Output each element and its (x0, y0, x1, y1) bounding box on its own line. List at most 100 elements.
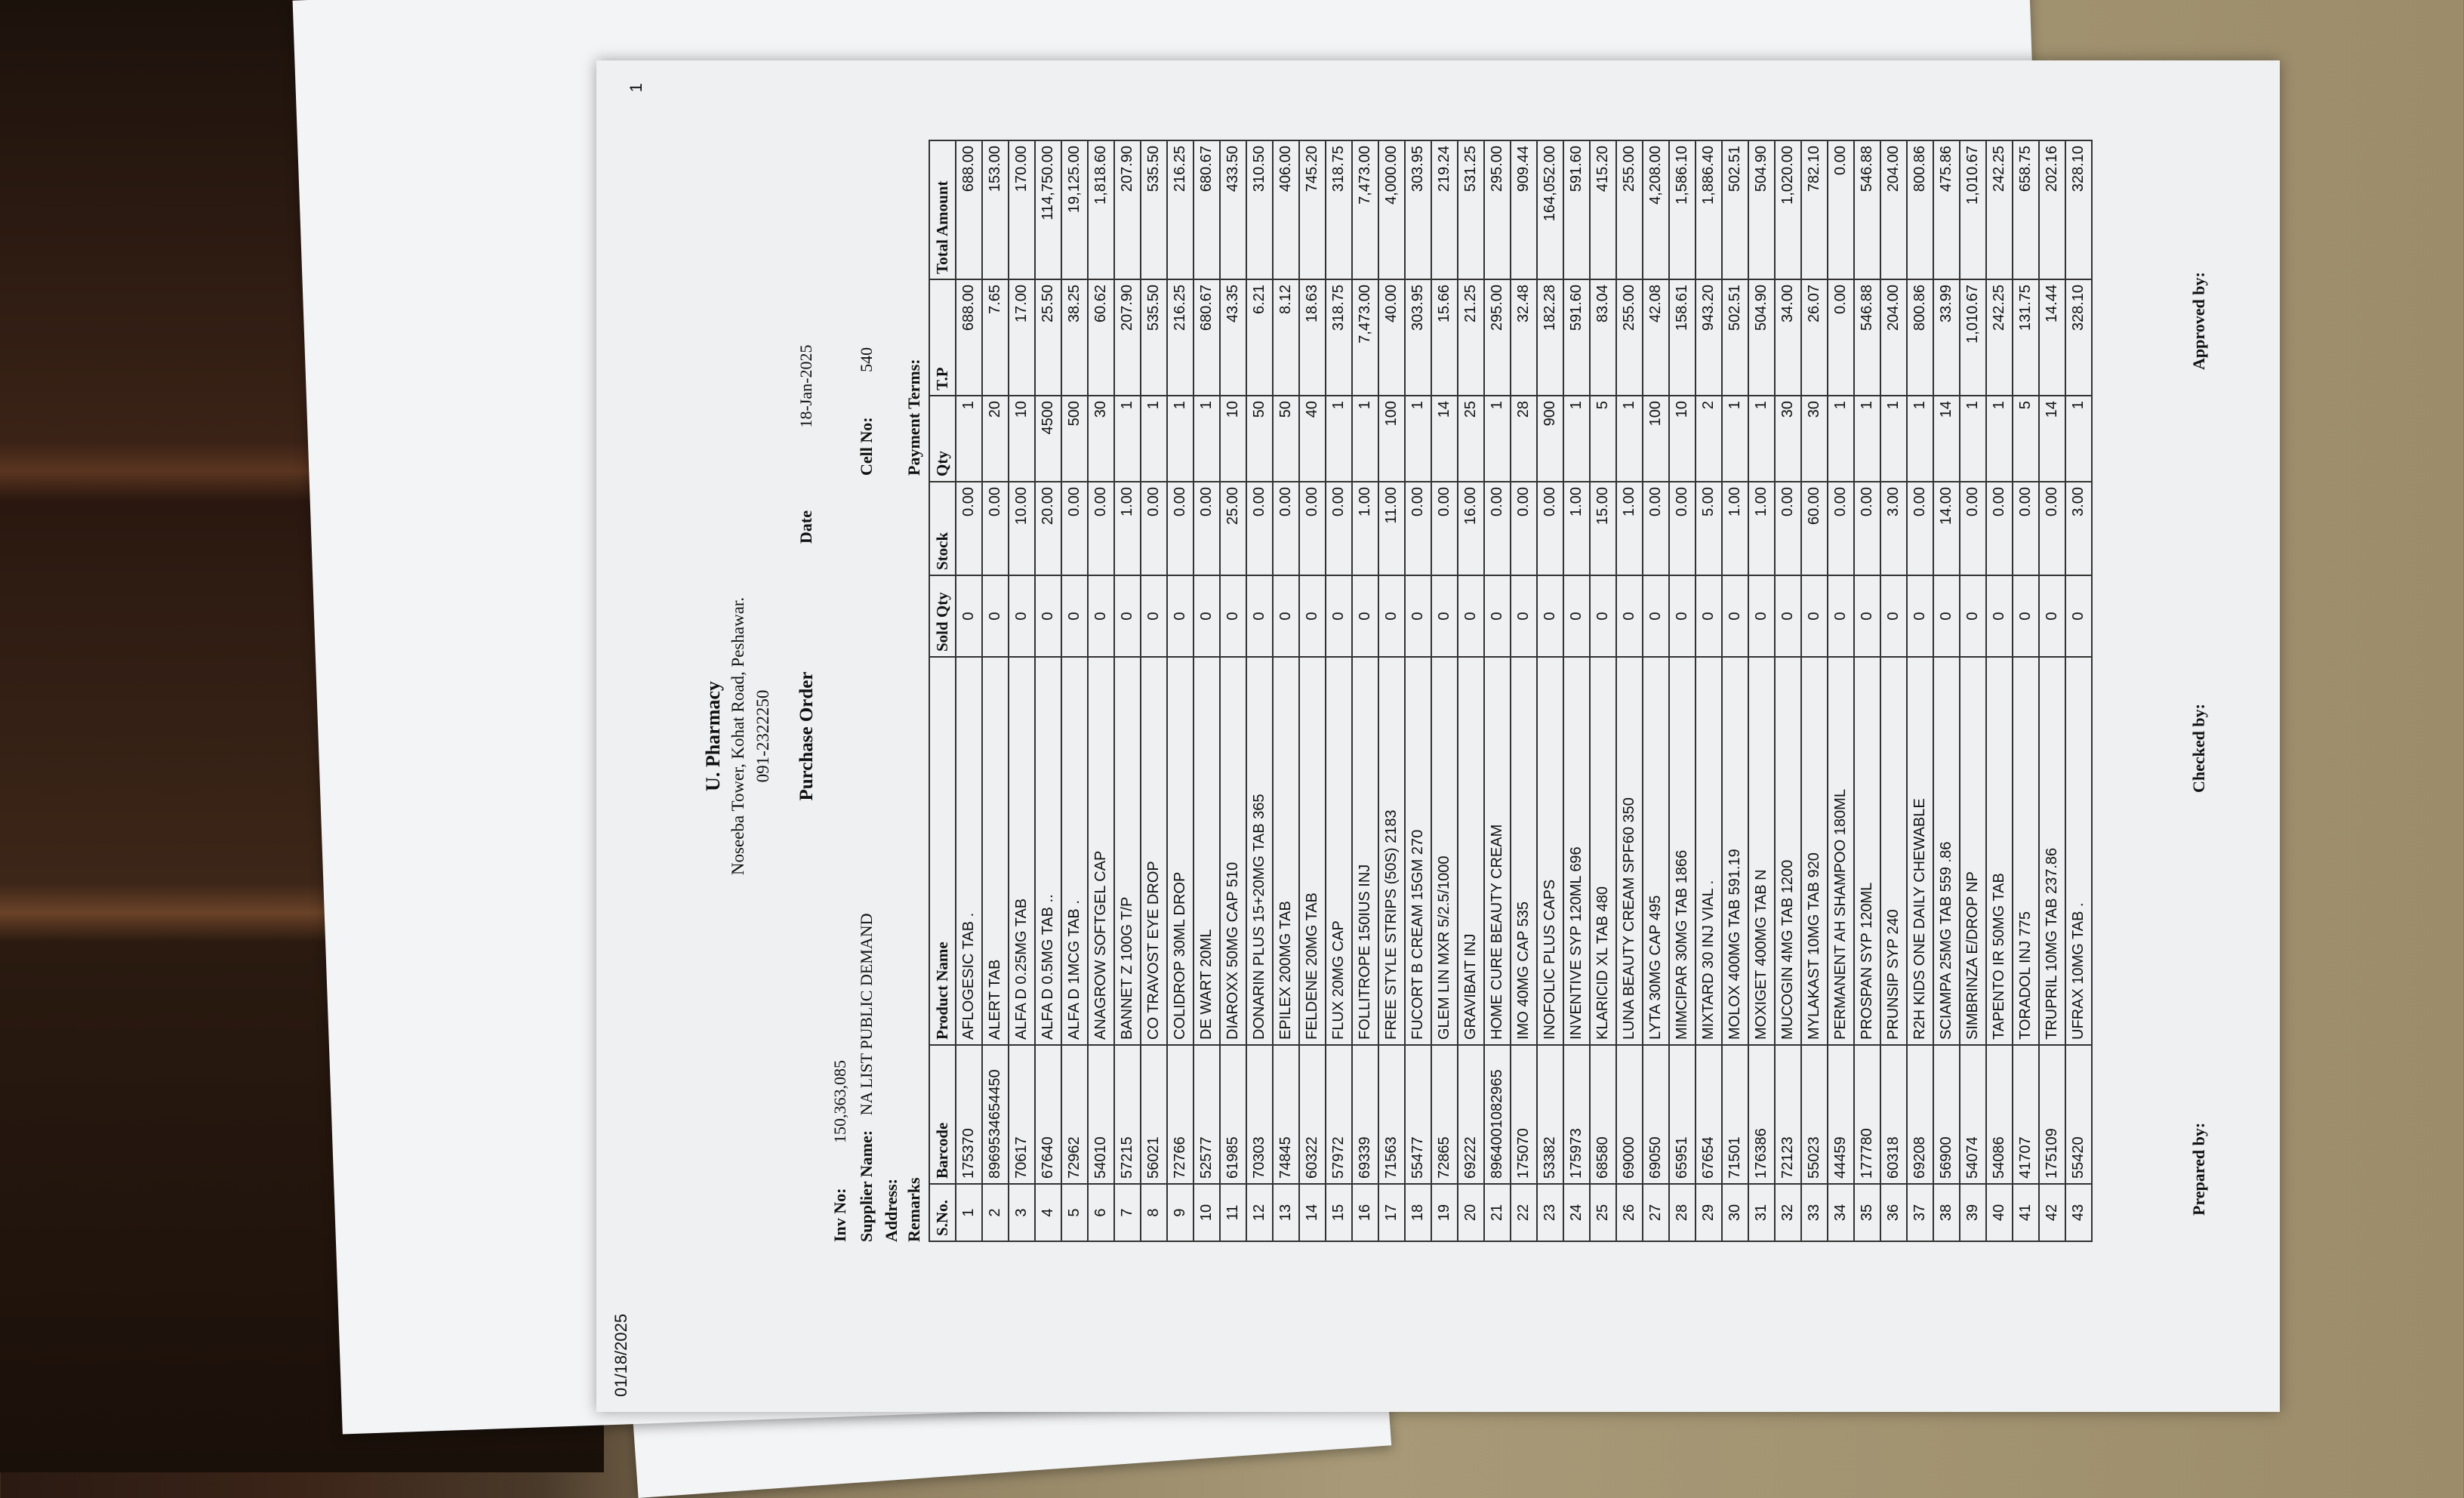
cell-total-amount: 295.00 (1484, 140, 1511, 279)
table-row: 7 57215 BANNET Z 100G T/P 0 1.00 1 207.90 207.9… (1114, 140, 1141, 1241)
column-header-total-amount: Total Amount (929, 140, 956, 279)
cell-total-amount: 303.95 (1405, 140, 1431, 279)
cell-total-amount: 475.86 (1933, 140, 1960, 279)
cell-total-amount: 318.75 (1326, 140, 1352, 279)
cell-qty: 900 (1537, 396, 1563, 482)
column-header-product-name: Product Name (929, 657, 956, 1045)
cell-stock: 11.00 (1378, 482, 1405, 575)
cell-qty: 40 (1299, 396, 1326, 482)
cell-trade-price: 502.51 (1722, 279, 1748, 396)
cell-trade-price: 546.88 (1854, 279, 1880, 396)
cell-serial-no: 17 (1378, 1184, 1405, 1241)
cell-barcode: 72962 (1061, 1045, 1088, 1184)
cell-total-amount: 114,750.00 (1035, 140, 1061, 279)
cell-serial-no: 11 (1220, 1184, 1246, 1241)
cell-sold-qty: 0 (1696, 575, 1722, 657)
cell-trade-price: 182.28 (1537, 279, 1563, 396)
cell-barcode: 60322 (1299, 1045, 1326, 1184)
table-header-row: S.No. Barcode Product Name Sold Qty Stock Qty… (929, 140, 956, 1241)
cell-barcode: 69000 (1616, 1045, 1643, 1184)
cell-serial-no: 22 (1511, 1184, 1537, 1241)
cell-stock: 16.00 (1458, 482, 1484, 575)
cell-serial-no: 38 (1933, 1184, 1960, 1241)
cell-product-name: KLARICID XL TAB 480 (1590, 657, 1616, 1045)
cell-trade-price: 34.00 (1775, 279, 1801, 396)
cell-sold-qty: 0 (1009, 575, 1035, 657)
table-row: 9 72766 COLIDROP 30ML DROP 0 0.00 1 216.25 216.… (1167, 140, 1194, 1241)
cell-total-amount: 782.10 (1801, 140, 1828, 279)
supplier-value: NA LIST PUBLIC DEMAND (857, 913, 876, 1116)
cell-sold-qty: 0 (956, 575, 982, 657)
cell-total-amount: 658.75 (2013, 140, 2039, 279)
cell-qty: 1 (1484, 396, 1511, 482)
cell-serial-no: 30 (1722, 1184, 1748, 1241)
cell-total-amount: 7,473.00 (1352, 140, 1378, 279)
cell-total-amount: 504.90 (1748, 140, 1775, 279)
cell-qty: 1 (956, 396, 982, 482)
cell-barcode: 70617 (1009, 1045, 1035, 1184)
cell-barcode: 176386 (1748, 1045, 1775, 1184)
cell-qty: 5 (1590, 396, 1616, 482)
cell-serial-no: 2 (982, 1184, 1009, 1241)
cell-stock: 0.00 (1088, 482, 1114, 575)
cell-product-name: HOME CURE BEAUTY CREAM (1484, 657, 1511, 1045)
table-row: 26 69000 LUNA BEAUTY CREAM SPF60 350 0 1.00 1… (1616, 140, 1643, 1241)
cell-product-name: SCIAMPA 25MG TAB 559 .86 (1933, 657, 1960, 1045)
cell-serial-no: 24 (1563, 1184, 1590, 1241)
cell-trade-price: 25.50 (1035, 279, 1061, 396)
cell-trade-price: 15.66 (1431, 279, 1458, 396)
cell-qty: 14 (2039, 396, 2065, 482)
table-row: 30 71501 MOLOX 400MG TAB 591.19 0 1.00 1 502.5… (1722, 140, 1748, 1241)
column-header-trade-price: T.P (929, 279, 956, 396)
table-row: 10 52577 DE WART 20ML 0 0.00 1 680.67 680.67 (1194, 140, 1220, 1241)
cell-serial-no: 31 (1748, 1184, 1775, 1241)
table-row: 40 54086 TAPENTO IR 50MG TAB 0 0.00 1 242.25 24… (1986, 140, 2013, 1241)
cell-barcode: 69208 (1907, 1045, 1933, 1184)
cell-total-amount: 310.50 (1246, 140, 1273, 279)
cell-product-name: DONARIN PLUS 15+20MG TAB 365 (1246, 657, 1273, 1045)
cell-qty: 1 (1854, 396, 1880, 482)
cell-trade-price: 17.00 (1009, 279, 1035, 396)
table-row: 38 56900 SCIAMPA 25MG TAB 559 .86 0 14.00 14 3… (1933, 140, 1960, 1241)
cell-stock: 1.00 (1563, 482, 1590, 575)
cell-product-name: ALFA D 0.5MG TAB .. (1035, 657, 1061, 1045)
cell-product-name: DE WART 20ML (1194, 657, 1220, 1045)
cell-stock: 0.00 (1405, 482, 1431, 575)
cell-total-amount: 207.90 (1114, 140, 1141, 279)
cell-serial-no: 34 (1828, 1184, 1854, 1241)
cell-qty: 100 (1378, 396, 1405, 482)
cell-stock: 14.00 (1933, 482, 1960, 575)
cell-product-name: MYLAKAST 10MG TAB 920 (1801, 657, 1828, 1045)
table-row: 13 74845 EPILEX 200MG TAB 0 0.00 50 8.12 406.00 (1273, 140, 1299, 1241)
cell-product-name: FREE STYLE STRIPS (50S) 2183 (1378, 657, 1405, 1045)
table-row: 35 177780 PROSPAN SYP 120ML 0 0.00 1 546.88 546… (1854, 140, 1880, 1241)
cell-serial-no: 9 (1167, 1184, 1194, 1241)
checked-by-label: Checked by: (2189, 704, 2208, 793)
cell-total-amount: 1,010.67 (1960, 140, 1986, 279)
cell-trade-price: 38.25 (1061, 279, 1088, 396)
cell-barcode: 70303 (1246, 1045, 1273, 1184)
cell-stock: 15.00 (1590, 482, 1616, 575)
table-row: 4 67640 ALFA D 0.5MG TAB .. 0 20.00 4500 25.50… (1035, 140, 1061, 1241)
cell-total-amount: 4,000.00 (1378, 140, 1405, 279)
cell-stock: 0.00 (1326, 482, 1352, 575)
purchase-order-page: 01/18/2025 1 U. Pharmacy Noseeba Tower, … (596, 60, 2280, 1412)
cell-trade-price: 688.00 (956, 279, 982, 396)
cell-qty: 14 (1933, 396, 1960, 482)
pharmacy-phone: 091-2322250 (753, 689, 772, 783)
cell-stock: 5.00 (1696, 482, 1722, 575)
cell-barcode: 74845 (1273, 1045, 1299, 1184)
cell-serial-no: 43 (2065, 1184, 2092, 1241)
cell-product-name: MUCOGIN 4MG TAB 1200 (1775, 657, 1801, 1045)
cell-qty: 1 (1986, 396, 2013, 482)
cell-product-name: LUNA BEAUTY CREAM SPF60 350 (1616, 657, 1643, 1045)
cell-serial-no: 28 (1669, 1184, 1696, 1241)
cell-qty: 100 (1643, 396, 1669, 482)
cell-qty: 1 (1141, 396, 1167, 482)
cell-total-amount: 745.20 (1299, 140, 1326, 279)
cell-sold-qty: 0 (1088, 575, 1114, 657)
cell-total-amount: 680.67 (1194, 140, 1220, 279)
cell-sold-qty: 0 (1458, 575, 1484, 657)
cell-serial-no: 21 (1484, 1184, 1511, 1241)
cell-barcode: 72766 (1167, 1045, 1194, 1184)
